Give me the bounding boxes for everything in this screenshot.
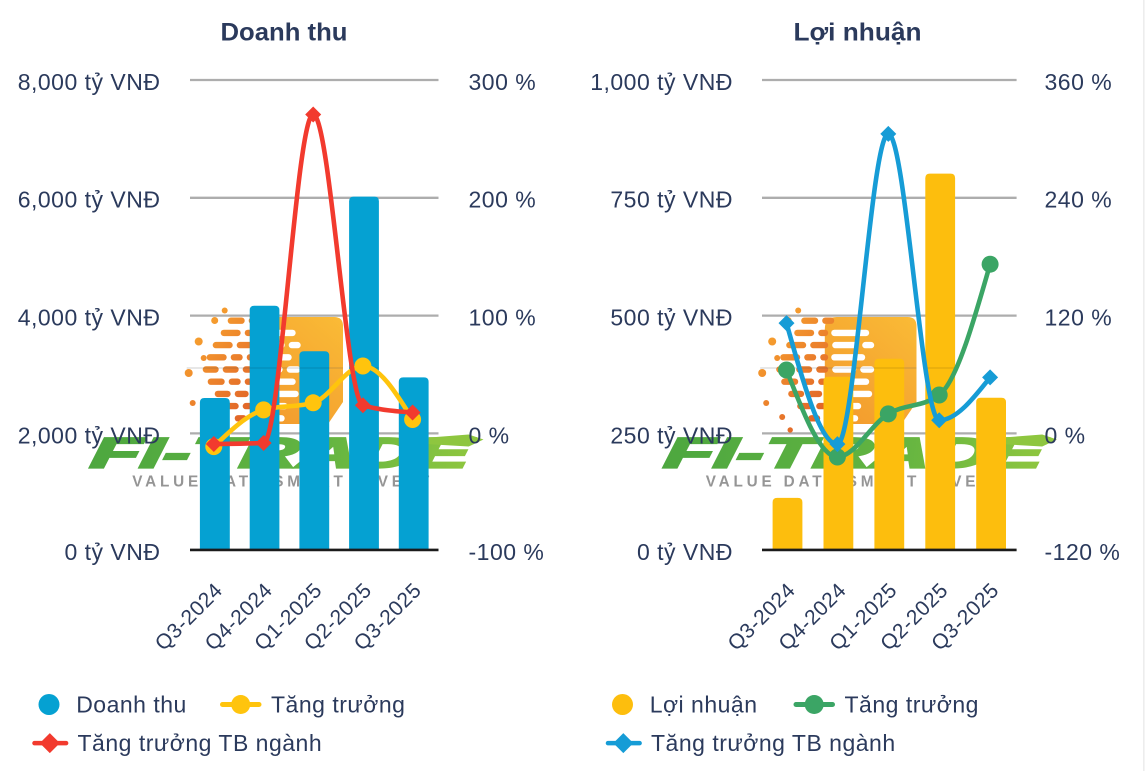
svg-text:750 tỷ VNĐ: 750 tỷ VNĐ (610, 187, 733, 213)
svg-text:Lợi nhuận: Lợi nhuận (794, 19, 922, 47)
svg-text:Tăng trưởng: Tăng trưởng (845, 692, 979, 718)
svg-text:VALUE DATA SMART INVEST: VALUE DATA SMART INVEST (706, 474, 1007, 491)
svg-text:Doanh thu: Doanh thu (221, 19, 348, 47)
svg-text:1,000 tỷ VNĐ: 1,000 tỷ VNĐ (590, 69, 733, 95)
svg-text:-120 %: -120 % (1045, 539, 1121, 565)
svg-text:300 %: 300 % (469, 69, 537, 95)
svg-text:100 %: 100 % (469, 305, 537, 331)
svg-text:Tăng trưởng TB ngành: Tăng trưởng TB ngành (651, 730, 896, 756)
svg-text:500 tỷ VNĐ: 500 tỷ VNĐ (610, 305, 733, 331)
svg-text:0 %: 0 % (1045, 422, 1086, 448)
svg-text:0 %: 0 % (469, 422, 510, 448)
svg-text:VALUE DATA SMART INVEST: VALUE DATA SMART INVEST (132, 474, 433, 491)
svg-text:Tăng trưởng: Tăng trưởng (271, 692, 405, 718)
svg-text:250 tỷ VNĐ: 250 tỷ VNĐ (610, 422, 733, 448)
svg-text:8,000 tỷ VNĐ: 8,000 tỷ VNĐ (18, 69, 161, 95)
svg-text:200 %: 200 % (469, 187, 537, 213)
svg-text:6,000 tỷ VNĐ: 6,000 tỷ VNĐ (18, 187, 161, 213)
svg-text:120 %: 120 % (1045, 305, 1113, 331)
svg-text:360 %: 360 % (1045, 69, 1113, 95)
svg-text:240 %: 240 % (1045, 187, 1113, 213)
svg-text:Tăng trưởng TB ngành: Tăng trưởng TB ngành (78, 730, 323, 756)
svg-text:0 tỷ VNĐ: 0 tỷ VNĐ (64, 539, 160, 565)
svg-text:2,000 tỷ VNĐ: 2,000 tỷ VNĐ (18, 422, 161, 448)
svg-text:4,000 tỷ VNĐ: 4,000 tỷ VNĐ (18, 305, 161, 331)
svg-text:0 tỷ VNĐ: 0 tỷ VNĐ (637, 539, 733, 565)
svg-text:Doanh thu: Doanh thu (76, 692, 187, 718)
svg-text:Lợi nhuận: Lợi nhuận (650, 692, 758, 718)
svg-text:-100 %: -100 % (469, 539, 545, 565)
